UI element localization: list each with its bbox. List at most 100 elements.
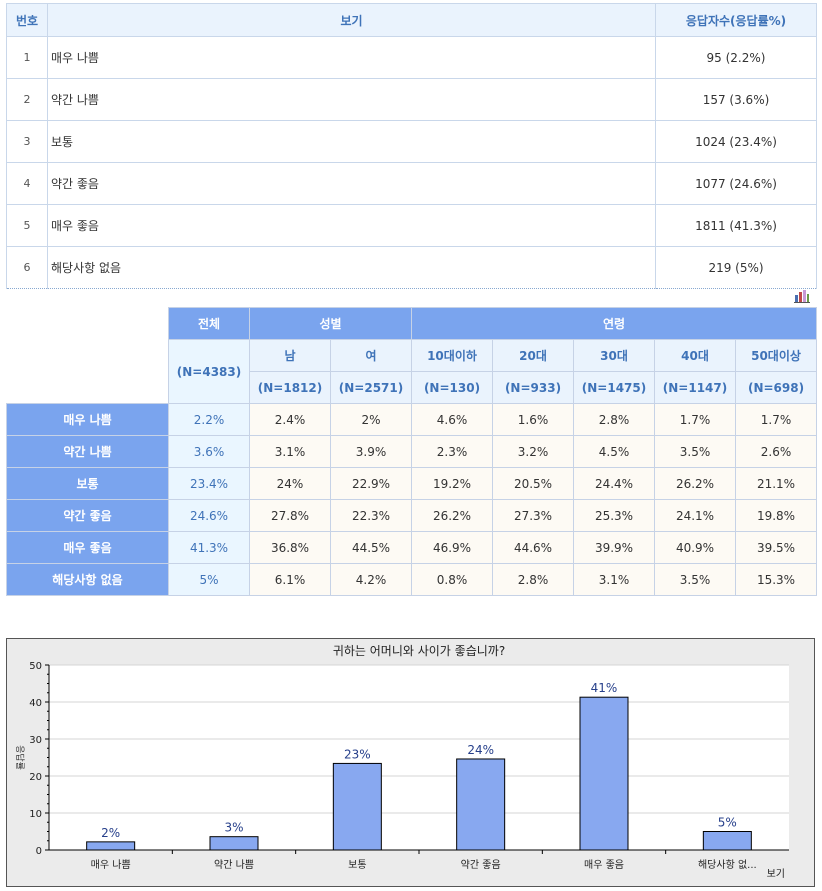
table-row: 보통 23.4% 24% 22.9% 19.2% 20.5% 24.4% 26.… <box>6 467 818 500</box>
row-header: 매우 나쁨 <box>6 403 169 436</box>
y-axis-label: 응답률 <box>14 745 26 770</box>
column-n: (N=933) <box>492 371 574 404</box>
value-cell: 24.1% <box>654 499 736 532</box>
value-cell: 27.8% <box>249 499 331 532</box>
bar-chart: 귀하는 어머니와 사이가 좋습니까? 0 10 20 30 40 50 응답률 2% 매우 나쁨 3… <box>6 638 815 887</box>
total-cell: 2.2% <box>168 403 250 436</box>
value-cell: 1.7% <box>654 403 736 436</box>
value-cell: 44.5% <box>330 531 412 564</box>
row-label: 해당사항 없음 <box>47 246 656 289</box>
bar <box>86 841 136 851</box>
table-corner <box>6 307 169 404</box>
row-no: 1 <box>6 36 48 79</box>
group-gender: 성별 <box>249 307 412 340</box>
group-age: 연령 <box>410 307 818 340</box>
row-header: 보통 <box>6 467 169 500</box>
value-cell: 3.9% <box>330 435 412 468</box>
table-row: 6 해당사항 없음 219 (5%) <box>6 246 817 289</box>
plot-area <box>49 665 789 850</box>
bar-chart-icon[interactable] <box>794 289 810 303</box>
y-tick-label: 10 <box>29 809 42 820</box>
value-cell: 39.5% <box>734 531 818 564</box>
value-cell: 2.6% <box>734 435 818 468</box>
total-cell: 23.4% <box>168 467 250 500</box>
value-cell: 3.2% <box>492 435 574 468</box>
value-cell: 3.1% <box>249 435 331 468</box>
row-no: 3 <box>6 120 48 163</box>
x-tick-label: 약간 나쁨 <box>214 859 254 871</box>
row-no: 5 <box>6 204 48 247</box>
row-count: 1077 (24.6%) <box>655 162 817 205</box>
bar <box>702 831 752 851</box>
value-cell: 26.2% <box>654 467 736 500</box>
value-cell: 3.5% <box>654 563 736 596</box>
row-no: 4 <box>6 162 48 205</box>
row-label: 약간 좋음 <box>47 162 656 205</box>
row-no: 6 <box>6 246 48 289</box>
table-row: 약간 좋음 24.6% 27.8% 22.3% 26.2% 27.3% 25.3… <box>6 499 818 532</box>
bar <box>332 762 382 851</box>
data-label: 41% <box>591 681 618 695</box>
row-header: 약간 나쁨 <box>6 435 169 468</box>
y-tick-label: 50 <box>29 661 42 672</box>
y-tick-label: 40 <box>29 698 42 709</box>
row-count: 95 (2.2%) <box>655 36 817 79</box>
value-cell: 19.2% <box>411 467 493 500</box>
value-cell: 2.4% <box>249 403 331 436</box>
data-label: 2% <box>101 826 120 840</box>
x-tick-label: 보통 <box>348 859 366 871</box>
value-cell: 2% <box>330 403 412 436</box>
value-cell: 2.8% <box>492 563 574 596</box>
column-n: (N=1147) <box>654 371 736 404</box>
y-tick-label: 20 <box>29 772 42 783</box>
row-header: 약간 좋음 <box>6 499 169 532</box>
value-cell: 6.1% <box>249 563 331 596</box>
column-label: 10대이하 <box>411 339 493 372</box>
value-cell: 1.6% <box>492 403 574 436</box>
column-label: 30대 <box>573 339 655 372</box>
y-tick-label: 30 <box>29 735 42 746</box>
table-row: 1 매우 나쁨 95 (2.2%) <box>6 36 817 79</box>
value-cell: 19.8% <box>734 499 818 532</box>
value-cell: 4.2% <box>330 563 412 596</box>
bar <box>209 836 259 851</box>
row-label: 매우 나쁨 <box>47 36 656 79</box>
value-cell: 24% <box>249 467 331 500</box>
column-n: (N=698) <box>734 371 818 404</box>
header-no: 번호 <box>6 3 48 37</box>
row-count: 219 (5%) <box>655 246 817 289</box>
value-cell: 27.3% <box>492 499 574 532</box>
value-cell: 21.1% <box>734 467 818 500</box>
total-n: (N=4383) <box>168 339 250 404</box>
total-cell: 24.6% <box>168 499 250 532</box>
value-cell: 36.8% <box>249 531 331 564</box>
value-cell: 1.7% <box>734 403 818 436</box>
value-cell: 26.2% <box>411 499 493 532</box>
row-count: 1811 (41.3%) <box>655 204 817 247</box>
column-n: (N=2571) <box>330 371 412 404</box>
value-cell: 39.9% <box>573 531 655 564</box>
column-label: 40대 <box>654 339 736 372</box>
column-label: 남 <box>249 339 331 372</box>
value-cell: 44.6% <box>492 531 574 564</box>
table-row: 매우 나쁨 2.2% 2.4% 2% 4.6% 1.6% 2.8% 1.7% 1… <box>6 403 818 436</box>
row-count: 157 (3.6%) <box>655 78 817 121</box>
table-row: 해당사항 없음 5% 6.1% 4.2% 0.8% 2.8% 3.1% 3.5%… <box>6 563 818 596</box>
table-row: 5 매우 좋음 1811 (41.3%) <box>6 204 817 247</box>
cross-table: 전체 성별 연령 (N=4383) 남 여 10대이하 20대 30대 40대 … <box>6 307 818 596</box>
value-cell: 0.8% <box>411 563 493 596</box>
row-label: 약간 나쁨 <box>47 78 656 121</box>
table-row: 2 약간 나쁨 157 (3.6%) <box>6 78 817 121</box>
value-cell: 2.8% <box>573 403 655 436</box>
column-n: (N=130) <box>411 371 493 404</box>
x-tick-label: 해당사항 없... <box>698 858 757 871</box>
row-label: 보통 <box>47 120 656 163</box>
table-row: 3 보통 1024 (23.4%) <box>6 120 817 163</box>
x-tick-label: 약간 좋음 <box>461 859 501 871</box>
row-count: 1024 (23.4%) <box>655 120 817 163</box>
row-header: 매우 좋음 <box>6 531 169 564</box>
table-row: 4 약간 좋음 1077 (24.6%) <box>6 162 817 205</box>
value-cell: 40.9% <box>654 531 736 564</box>
value-cell: 25.3% <box>573 499 655 532</box>
value-cell: 3.1% <box>573 563 655 596</box>
